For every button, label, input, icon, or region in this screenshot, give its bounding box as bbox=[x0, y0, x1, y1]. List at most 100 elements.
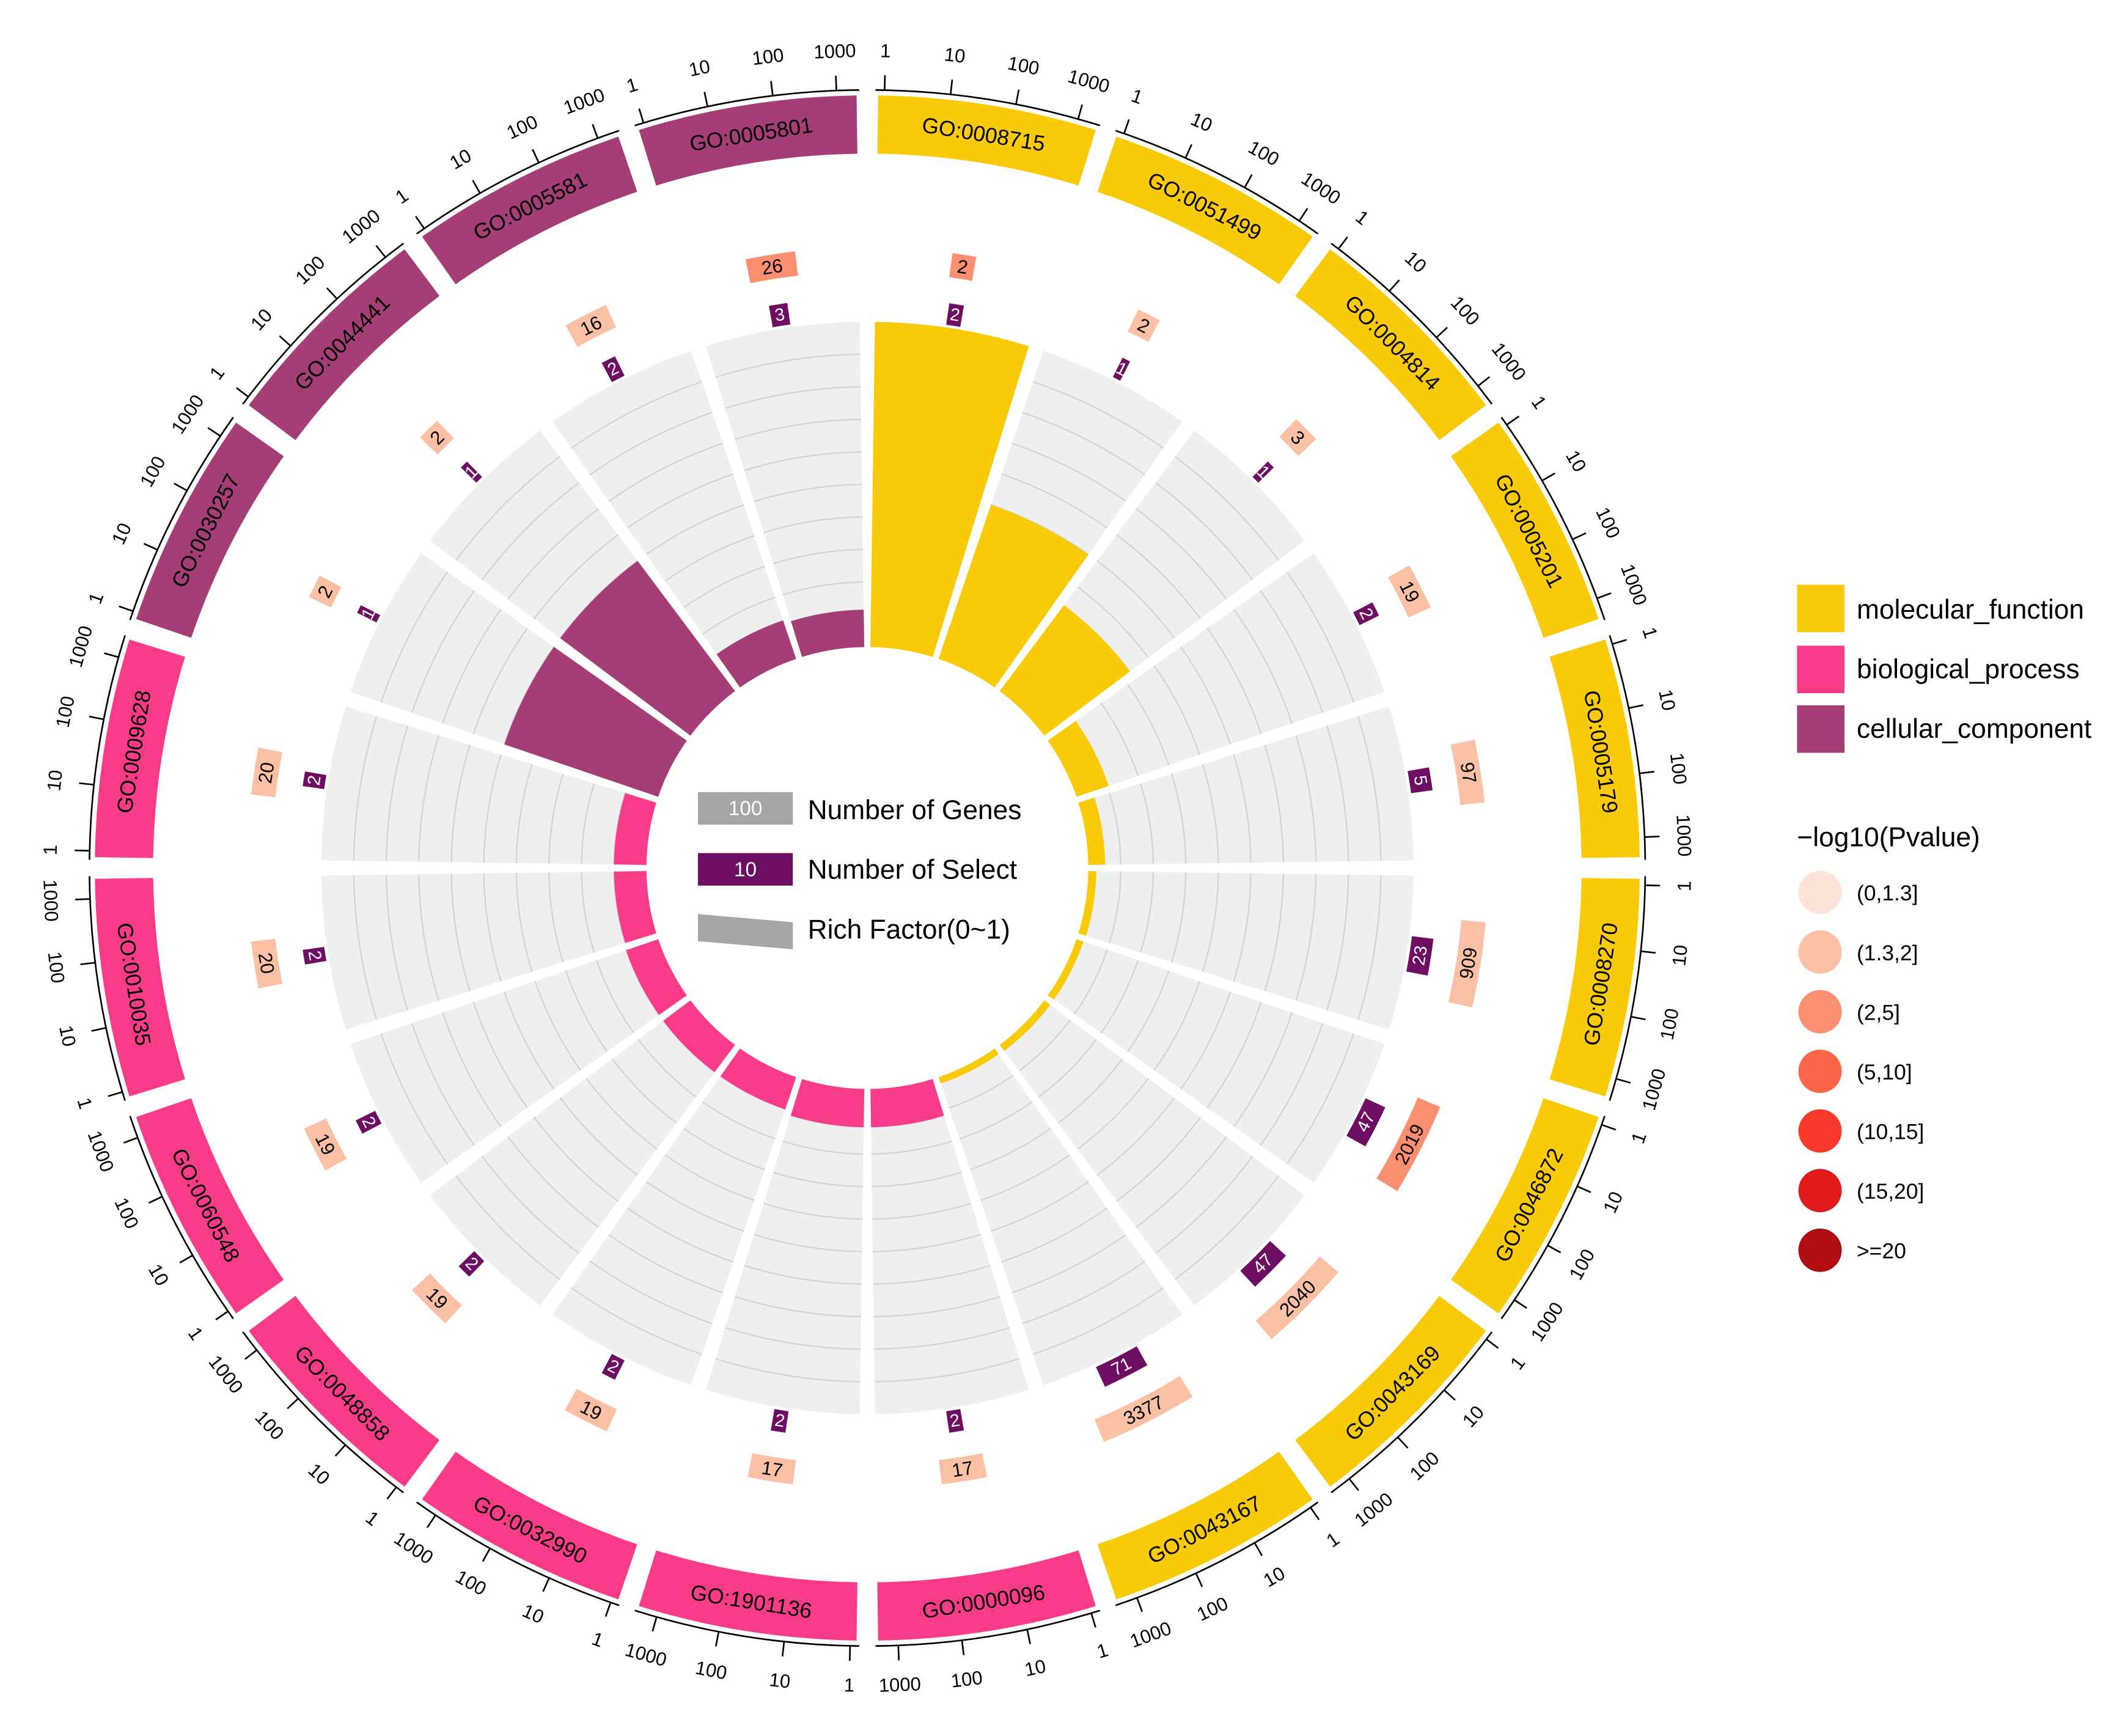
legend-biological-process-label: biological_process bbox=[1857, 655, 2080, 685]
rich-factor-gridline bbox=[380, 571, 449, 703]
category-ring-segment bbox=[422, 1451, 637, 1600]
select-count-label: 5 bbox=[1410, 774, 1431, 787]
rich-factor-gridline bbox=[1233, 1012, 1293, 1127]
scale-tick bbox=[1616, 1078, 1631, 1084]
pvalue-legend-label: (5,10] bbox=[1857, 1060, 1912, 1084]
scale-tick bbox=[1628, 704, 1644, 709]
rich-factor-background bbox=[1048, 939, 1385, 1183]
scale-tick-label: 100 bbox=[1591, 504, 1624, 542]
scale-tick-label: 1 bbox=[205, 362, 229, 384]
scale-tick bbox=[1123, 119, 1130, 134]
rich-factor-background bbox=[1048, 553, 1385, 797]
center-legend: 100 Number of Genes 10 Number of Select … bbox=[697, 792, 1022, 950]
rich-factor-gridline bbox=[1326, 874, 1349, 1011]
pvalue-legend-label: (10,15] bbox=[1857, 1119, 1924, 1144]
gene-count-bar bbox=[565, 304, 617, 347]
rich-factor-gridline bbox=[1180, 646, 1231, 745]
rich-factor-gridline bbox=[581, 872, 595, 953]
scale-tick-label: 1000 bbox=[204, 1351, 247, 1397]
gene-count-bar bbox=[251, 938, 283, 989]
category-ring-segment bbox=[1451, 422, 1599, 638]
scale-tick-label: 1 bbox=[1129, 84, 1146, 108]
select-count-bar bbox=[458, 1251, 485, 1277]
scale-axis bbox=[1330, 1331, 1493, 1493]
rich-factor-gridline bbox=[715, 353, 861, 378]
scale-tick-label: 1 bbox=[880, 40, 891, 62]
rich-factor-bar bbox=[614, 793, 656, 865]
rich-factor-gridline bbox=[507, 1136, 600, 1228]
rich-factor-gridline bbox=[754, 1234, 862, 1252]
rich-factor-gridline bbox=[411, 590, 475, 713]
pvalue-legend-label: (0,1.3] bbox=[1857, 881, 1918, 905]
rich-factor-background bbox=[321, 871, 656, 1030]
rich-factor-gridline bbox=[515, 763, 533, 863]
scale-tick-label: 10 bbox=[768, 1669, 791, 1692]
rich-factor-gridline bbox=[1260, 1023, 1324, 1146]
legend-rich-factor-label: Rich Factor(0~1) bbox=[808, 914, 1010, 944]
legend-genes-label: Number of Genes bbox=[808, 795, 1022, 825]
gene-count-bar bbox=[1279, 419, 1316, 456]
rich-factor-gridline bbox=[1286, 571, 1354, 703]
scale-tick bbox=[1015, 89, 1020, 105]
legend-biological-process-swatch bbox=[1797, 645, 1844, 693]
scale-tick-label: 1000 bbox=[1127, 1617, 1174, 1652]
scale-axis bbox=[875, 89, 1101, 127]
rich-factor-gridline bbox=[411, 1023, 475, 1146]
select-count-bar bbox=[1353, 602, 1379, 625]
scale-tick-label: 1000 bbox=[65, 623, 97, 670]
scale-tick-label: 10 bbox=[1654, 688, 1679, 713]
gene-count-label: 97 bbox=[1456, 760, 1481, 785]
rich-factor-gridline bbox=[548, 872, 564, 963]
scale-tick-label: 1000 bbox=[1672, 814, 1695, 857]
pvalue-legend-swatch bbox=[1798, 930, 1842, 974]
rich-factor-gridline bbox=[534, 534, 619, 619]
gene-count-bar bbox=[420, 421, 454, 455]
gene-count-bar bbox=[1128, 309, 1160, 342]
rich-factor-gridline bbox=[1233, 873, 1252, 982]
scale-axis bbox=[1609, 634, 1646, 860]
scale-tick bbox=[1310, 1507, 1320, 1520]
rich-factor-gridline bbox=[418, 735, 440, 862]
scale-tick-label: 10 bbox=[1260, 1562, 1288, 1592]
scale-tick bbox=[287, 1397, 299, 1410]
category-legend: molecular_function biological_process ce… bbox=[1797, 584, 2091, 753]
rich-factor-gridline bbox=[872, 1171, 962, 1188]
rich-factor-gridline bbox=[608, 1234, 724, 1293]
rich-factor-gridline bbox=[664, 535, 755, 582]
select-count-label: 2 bbox=[304, 774, 325, 787]
scale-tick bbox=[1486, 1338, 1499, 1349]
rich-factor-gridline bbox=[581, 783, 595, 864]
scale-tick-label: 1 bbox=[1323, 1528, 1343, 1552]
scale-tick-label: 100 bbox=[1406, 1447, 1444, 1485]
rich-factor-gridline bbox=[1018, 1019, 1071, 1072]
scale-tick bbox=[244, 1349, 257, 1360]
scale-tick bbox=[143, 543, 158, 551]
scale-tick bbox=[326, 287, 338, 300]
rich-factor-gridline bbox=[385, 874, 409, 1011]
rich-factor-gridline bbox=[949, 1074, 1014, 1109]
scale-tick-label: 1 bbox=[1638, 625, 1661, 641]
category-ring-segment bbox=[1295, 1296, 1486, 1487]
scale-tick-label: 10 bbox=[446, 145, 475, 174]
scale-tick-label: 1000 bbox=[1488, 339, 1530, 385]
scale-tick bbox=[426, 1514, 436, 1528]
rich-factor-gridline bbox=[773, 548, 863, 565]
scale-tick bbox=[1090, 1613, 1096, 1628]
scale-tick bbox=[148, 1196, 163, 1204]
scale-tick bbox=[1631, 1015, 1646, 1021]
scale-axis bbox=[1500, 416, 1606, 620]
scale-tick-label: 1 bbox=[589, 1628, 606, 1652]
scale-tick-label: 1000 bbox=[39, 879, 62, 922]
scale-tick-label: 1 bbox=[184, 1323, 208, 1344]
rich-factor-gridline bbox=[872, 1234, 982, 1252]
scale-tick bbox=[1506, 415, 1520, 425]
rich-factor-gridline bbox=[1174, 456, 1280, 561]
scale-tick bbox=[119, 605, 134, 612]
rich-factor-gridline bbox=[872, 1202, 972, 1220]
scale-tick bbox=[123, 1136, 138, 1144]
category-ring-segment bbox=[422, 136, 637, 285]
legend-cellular-component-label: cellular_component bbox=[1857, 714, 2091, 744]
scale-tick bbox=[638, 108, 645, 123]
